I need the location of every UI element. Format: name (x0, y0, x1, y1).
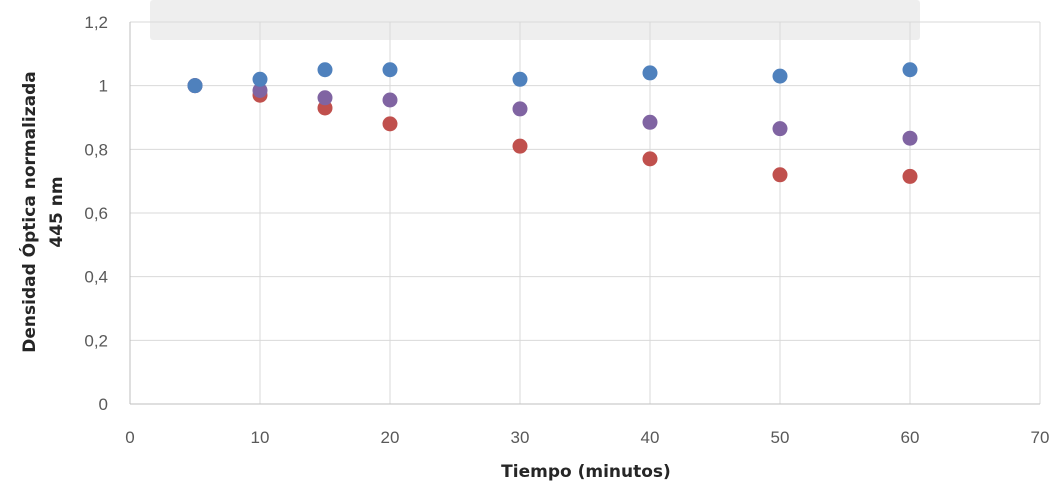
data-point (642, 65, 658, 81)
data-point (187, 78, 203, 94)
y-tick-label: 1 (99, 77, 108, 96)
tick-labels: 0 0,2 0,4 0,6 0,8 1 1,2 0 10 20 30 40 50 60 70 (84, 13, 1049, 447)
data-point (317, 90, 333, 106)
data-point (512, 71, 528, 87)
data-point (317, 62, 333, 78)
watermark (150, 0, 920, 40)
x-tick-label: 40 (641, 428, 660, 447)
data-point (382, 116, 398, 132)
y-tick-label: 0,4 (84, 268, 108, 287)
data-point (252, 82, 268, 98)
x-tick-label: 50 (771, 428, 790, 447)
y-tick-label: 1,2 (84, 13, 108, 32)
data-point (772, 68, 788, 84)
x-tick-label: 70 (1031, 428, 1050, 447)
data-points (187, 62, 918, 184)
data-point (772, 167, 788, 183)
data-point (382, 62, 398, 78)
axes (129, 22, 1040, 405)
y-axis-title-line-2: 445 nm (47, 176, 67, 247)
x-tick-label: 10 (251, 428, 270, 447)
y-axis-title-line-1: Densidad Óptica normalizada (18, 71, 40, 352)
y-tick-label: 0 (99, 395, 108, 414)
grid (130, 21, 1041, 404)
data-point (772, 121, 788, 137)
x-tick-label: 60 (901, 428, 920, 447)
data-point (642, 114, 658, 130)
y-tick-label: 0,2 (84, 331, 108, 350)
data-point (902, 62, 918, 78)
data-point (252, 71, 268, 87)
x-tick-label: 0 (125, 428, 134, 447)
y-tick-label: 0,6 (84, 204, 108, 223)
data-point (902, 130, 918, 146)
data-point (512, 138, 528, 154)
data-point (902, 168, 918, 184)
axis-titles: Tiempo (minutos) Densidad Óptica normali… (18, 71, 671, 482)
data-point (382, 92, 398, 108)
x-axis-title: Tiempo (minutos) (501, 462, 671, 482)
data-point (642, 151, 658, 167)
y-tick-label: 0,8 (84, 140, 108, 159)
x-tick-label: 30 (511, 428, 530, 447)
data-point (512, 101, 528, 117)
x-tick-label: 20 (381, 428, 400, 447)
